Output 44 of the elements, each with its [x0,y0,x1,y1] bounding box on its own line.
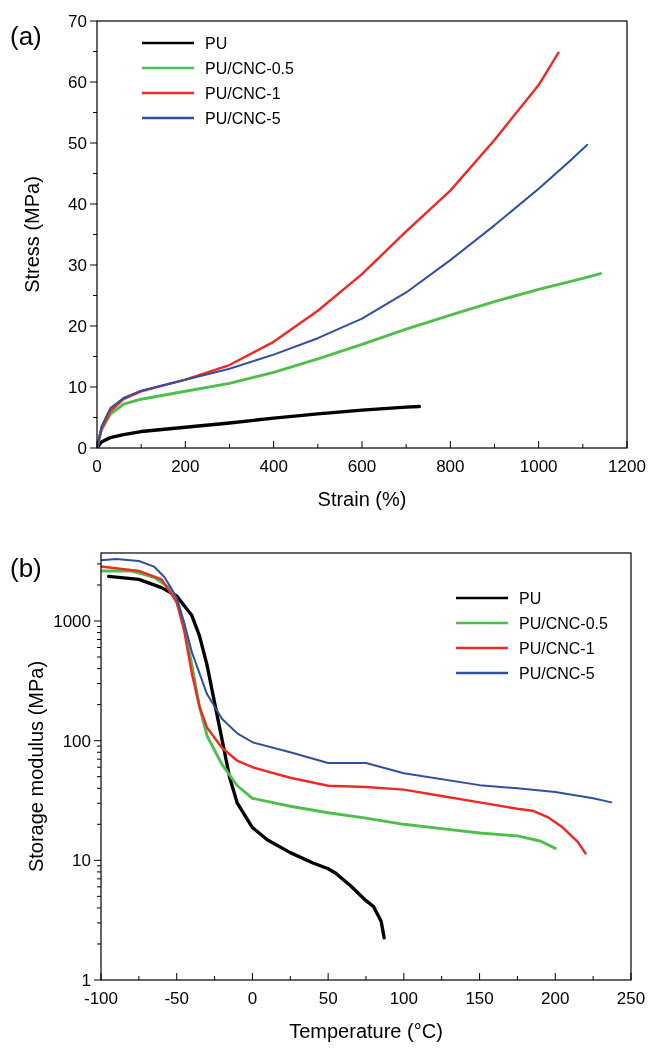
y-tick-label: 70 [68,12,87,31]
text: (a) [10,21,42,51]
y-tick-label: 10 [68,378,87,397]
x-tick-label: 1200 [608,457,646,476]
legend-label: PU/CNC-0.5 [205,60,295,77]
legend-label: PU/CNC-1 [519,640,595,657]
line-series [106,574,386,940]
legend-label: PU/CNC-5 [519,665,595,682]
x-tick-label: 1000 [519,457,558,476]
x-tick-label: 800 [436,457,465,476]
x-tick-label: 600 [347,457,377,476]
y-tick-label: 50 [68,134,87,153]
line-series [97,51,560,448]
x-tick-label: -50 [164,989,189,1008]
x-tick-label: 400 [259,457,288,476]
y-tick-label: 20 [68,317,87,336]
y-tick-label: 30 [68,256,87,275]
y-tick-label: 1 [81,971,91,990]
x-tick-label: 0 [247,989,258,1008]
y-axis-title: Storage modulus (MPa) [25,660,47,873]
x-tick-label: 200 [541,989,570,1008]
legend-label: PU [519,590,542,607]
x-tick-label: 250 [616,989,646,1008]
x-tick-label: 150 [465,989,494,1008]
legend-label: PU [205,35,228,52]
line-series [101,557,613,804]
y-tick-label: 40 [68,195,87,214]
x-tick-label: 100 [389,989,419,1008]
y-tick-label: 10 [72,851,91,871]
x-tick-label: 200 [171,457,200,476]
y-tick-label: 1000 [53,612,91,631]
y-axis-title: Stress (MPa) [21,176,43,293]
x-tick-label: 50 [318,989,338,1008]
legend-label: PU/CNC-5 [205,110,281,127]
y-tick-label: 100 [62,731,91,751]
text: (b) [10,553,42,583]
legend-label: PU/CNC-1 [205,85,281,102]
line-series [97,143,589,448]
x-axis-title: Strain (%) [317,488,407,510]
y-tick-label: 60 [68,73,87,92]
y-tick-label: 0 [77,439,87,458]
x-axis-title: Temperature (°C) [289,1020,443,1042]
legend-label: PU/CNC-0.5 [519,615,609,632]
x-tick-label: -100 [83,989,119,1008]
